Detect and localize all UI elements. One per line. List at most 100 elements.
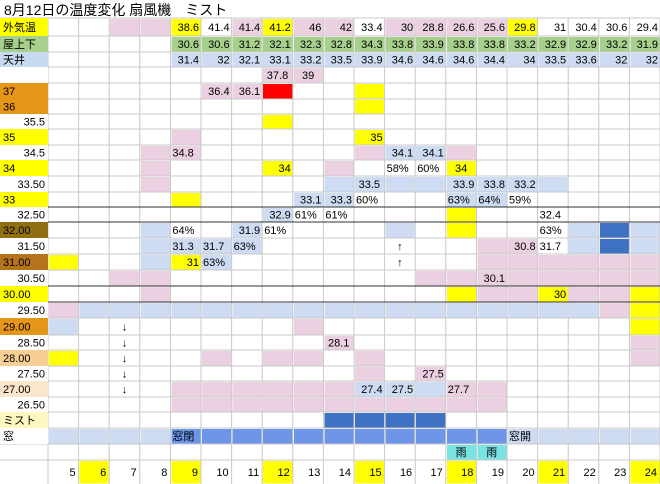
blank-cell bbox=[140, 53, 170, 67]
data-label: 33.5 bbox=[359, 179, 380, 191]
outdoor-cell bbox=[569, 19, 599, 36]
roof-cell bbox=[508, 37, 538, 52]
top-value: 34.4 bbox=[484, 55, 505, 67]
top-value: 29.4 bbox=[637, 22, 658, 34]
temp-cell bbox=[599, 271, 629, 286]
temp-cell bbox=[477, 382, 507, 397]
temp-cell bbox=[446, 271, 476, 286]
temp-cell bbox=[599, 303, 629, 318]
top-value: 32.1 bbox=[239, 55, 260, 67]
temp-cell bbox=[385, 223, 415, 238]
data-label: 31.9 bbox=[239, 225, 260, 237]
outdoor-cell bbox=[446, 19, 476, 36]
mist-cell bbox=[385, 413, 415, 428]
top-value: 30 bbox=[401, 22, 413, 34]
rain-label: 雨 bbox=[486, 447, 497, 459]
roof-cell bbox=[477, 37, 507, 52]
row-label-bg bbox=[0, 52, 48, 67]
outdoor-cell bbox=[599, 19, 629, 36]
hour-cell bbox=[355, 461, 385, 484]
temp-cell bbox=[171, 255, 201, 270]
data-label: 63% bbox=[540, 225, 562, 237]
rain-cell bbox=[477, 445, 507, 460]
top-value: 32.3 bbox=[300, 39, 321, 51]
hour-tick-label: 15 bbox=[369, 467, 381, 479]
data-label: 61% bbox=[264, 225, 286, 237]
top-value: 46 bbox=[309, 22, 321, 34]
temp-cell bbox=[355, 177, 385, 192]
temp-cell bbox=[293, 398, 323, 412]
temp-cell bbox=[416, 303, 446, 318]
top-value: 33.1 bbox=[269, 55, 290, 67]
row-label-bg bbox=[0, 18, 48, 36]
temp-cell bbox=[355, 351, 385, 366]
top-value: 25.6 bbox=[484, 22, 505, 34]
window-cell bbox=[630, 429, 660, 444]
temp-cell bbox=[477, 193, 507, 207]
hour-tick-label: 17 bbox=[431, 467, 443, 479]
temp-level-label-bg bbox=[0, 335, 48, 350]
temp-cell bbox=[355, 382, 385, 397]
temp-cell bbox=[569, 239, 599, 254]
temp-cell bbox=[538, 287, 568, 302]
temp-cell bbox=[569, 287, 599, 302]
top-value: 30.4 bbox=[575, 22, 596, 34]
data-label: 28.1 bbox=[328, 338, 349, 350]
ceiling-cell bbox=[202, 53, 232, 67]
temp-cell bbox=[140, 239, 170, 254]
temp-cell bbox=[599, 239, 629, 254]
temp-cell bbox=[385, 398, 415, 412]
top-value: 32 bbox=[615, 55, 627, 67]
temp-cell bbox=[508, 271, 538, 286]
ceiling-cell bbox=[385, 53, 415, 67]
row-label: 屋上下 bbox=[3, 38, 36, 51]
top-value: 34.6 bbox=[422, 55, 443, 67]
temp-level-label-bg bbox=[0, 67, 48, 83]
temp-level-label: 29.50 bbox=[17, 305, 45, 317]
outdoor-cell bbox=[477, 19, 507, 36]
temp-level-label-bg bbox=[0, 350, 48, 366]
window-cell bbox=[416, 429, 446, 444]
ceiling-cell bbox=[232, 53, 262, 67]
temp-cell bbox=[355, 84, 385, 99]
roof-cell bbox=[171, 37, 201, 52]
top-value: 33.8 bbox=[484, 39, 505, 51]
top-value: 31.2 bbox=[239, 39, 260, 51]
data-label: 63% bbox=[234, 241, 256, 253]
top-value: 38.6 bbox=[178, 22, 199, 34]
data-label: 63% bbox=[448, 195, 470, 207]
temp-cell bbox=[263, 382, 293, 397]
temp-cell bbox=[232, 239, 262, 254]
temp-cell bbox=[477, 177, 507, 192]
data-label: 34.1 bbox=[422, 148, 443, 160]
top-value: 33.5 bbox=[331, 55, 352, 67]
window-cell bbox=[293, 429, 323, 444]
temp-level-label-bg bbox=[0, 129, 48, 145]
outdoor-cell bbox=[355, 19, 385, 36]
outdoor-cell bbox=[324, 19, 354, 36]
top-value: 30.6 bbox=[606, 22, 627, 34]
ceiling-cell bbox=[171, 53, 201, 67]
data-label: 27.5 bbox=[392, 384, 413, 396]
temp-cell bbox=[293, 303, 323, 318]
ceiling-cell bbox=[324, 53, 354, 67]
temp-cell bbox=[446, 287, 476, 302]
temp-cell bbox=[630, 223, 660, 238]
top-value: 32.1 bbox=[269, 39, 290, 51]
hour-tick-label: 8 bbox=[161, 467, 167, 479]
data-label: ↓ bbox=[122, 369, 128, 381]
roof-cell bbox=[385, 37, 415, 52]
window-cell bbox=[79, 429, 109, 444]
top-value: 31.9 bbox=[637, 39, 658, 51]
temp-cell bbox=[569, 303, 599, 318]
hour-tick-label: 18 bbox=[461, 467, 473, 479]
hour-tick-label: 22 bbox=[584, 467, 596, 479]
top-value: 33.8 bbox=[453, 39, 474, 51]
ceiling-cell bbox=[569, 53, 599, 67]
top-value: 30.6 bbox=[208, 39, 229, 51]
data-label: 32.9 bbox=[269, 210, 290, 222]
outdoor-cell bbox=[49, 19, 79, 36]
temp-cell bbox=[140, 223, 170, 238]
temp-cell bbox=[171, 193, 201, 207]
temp-cell bbox=[202, 303, 232, 318]
